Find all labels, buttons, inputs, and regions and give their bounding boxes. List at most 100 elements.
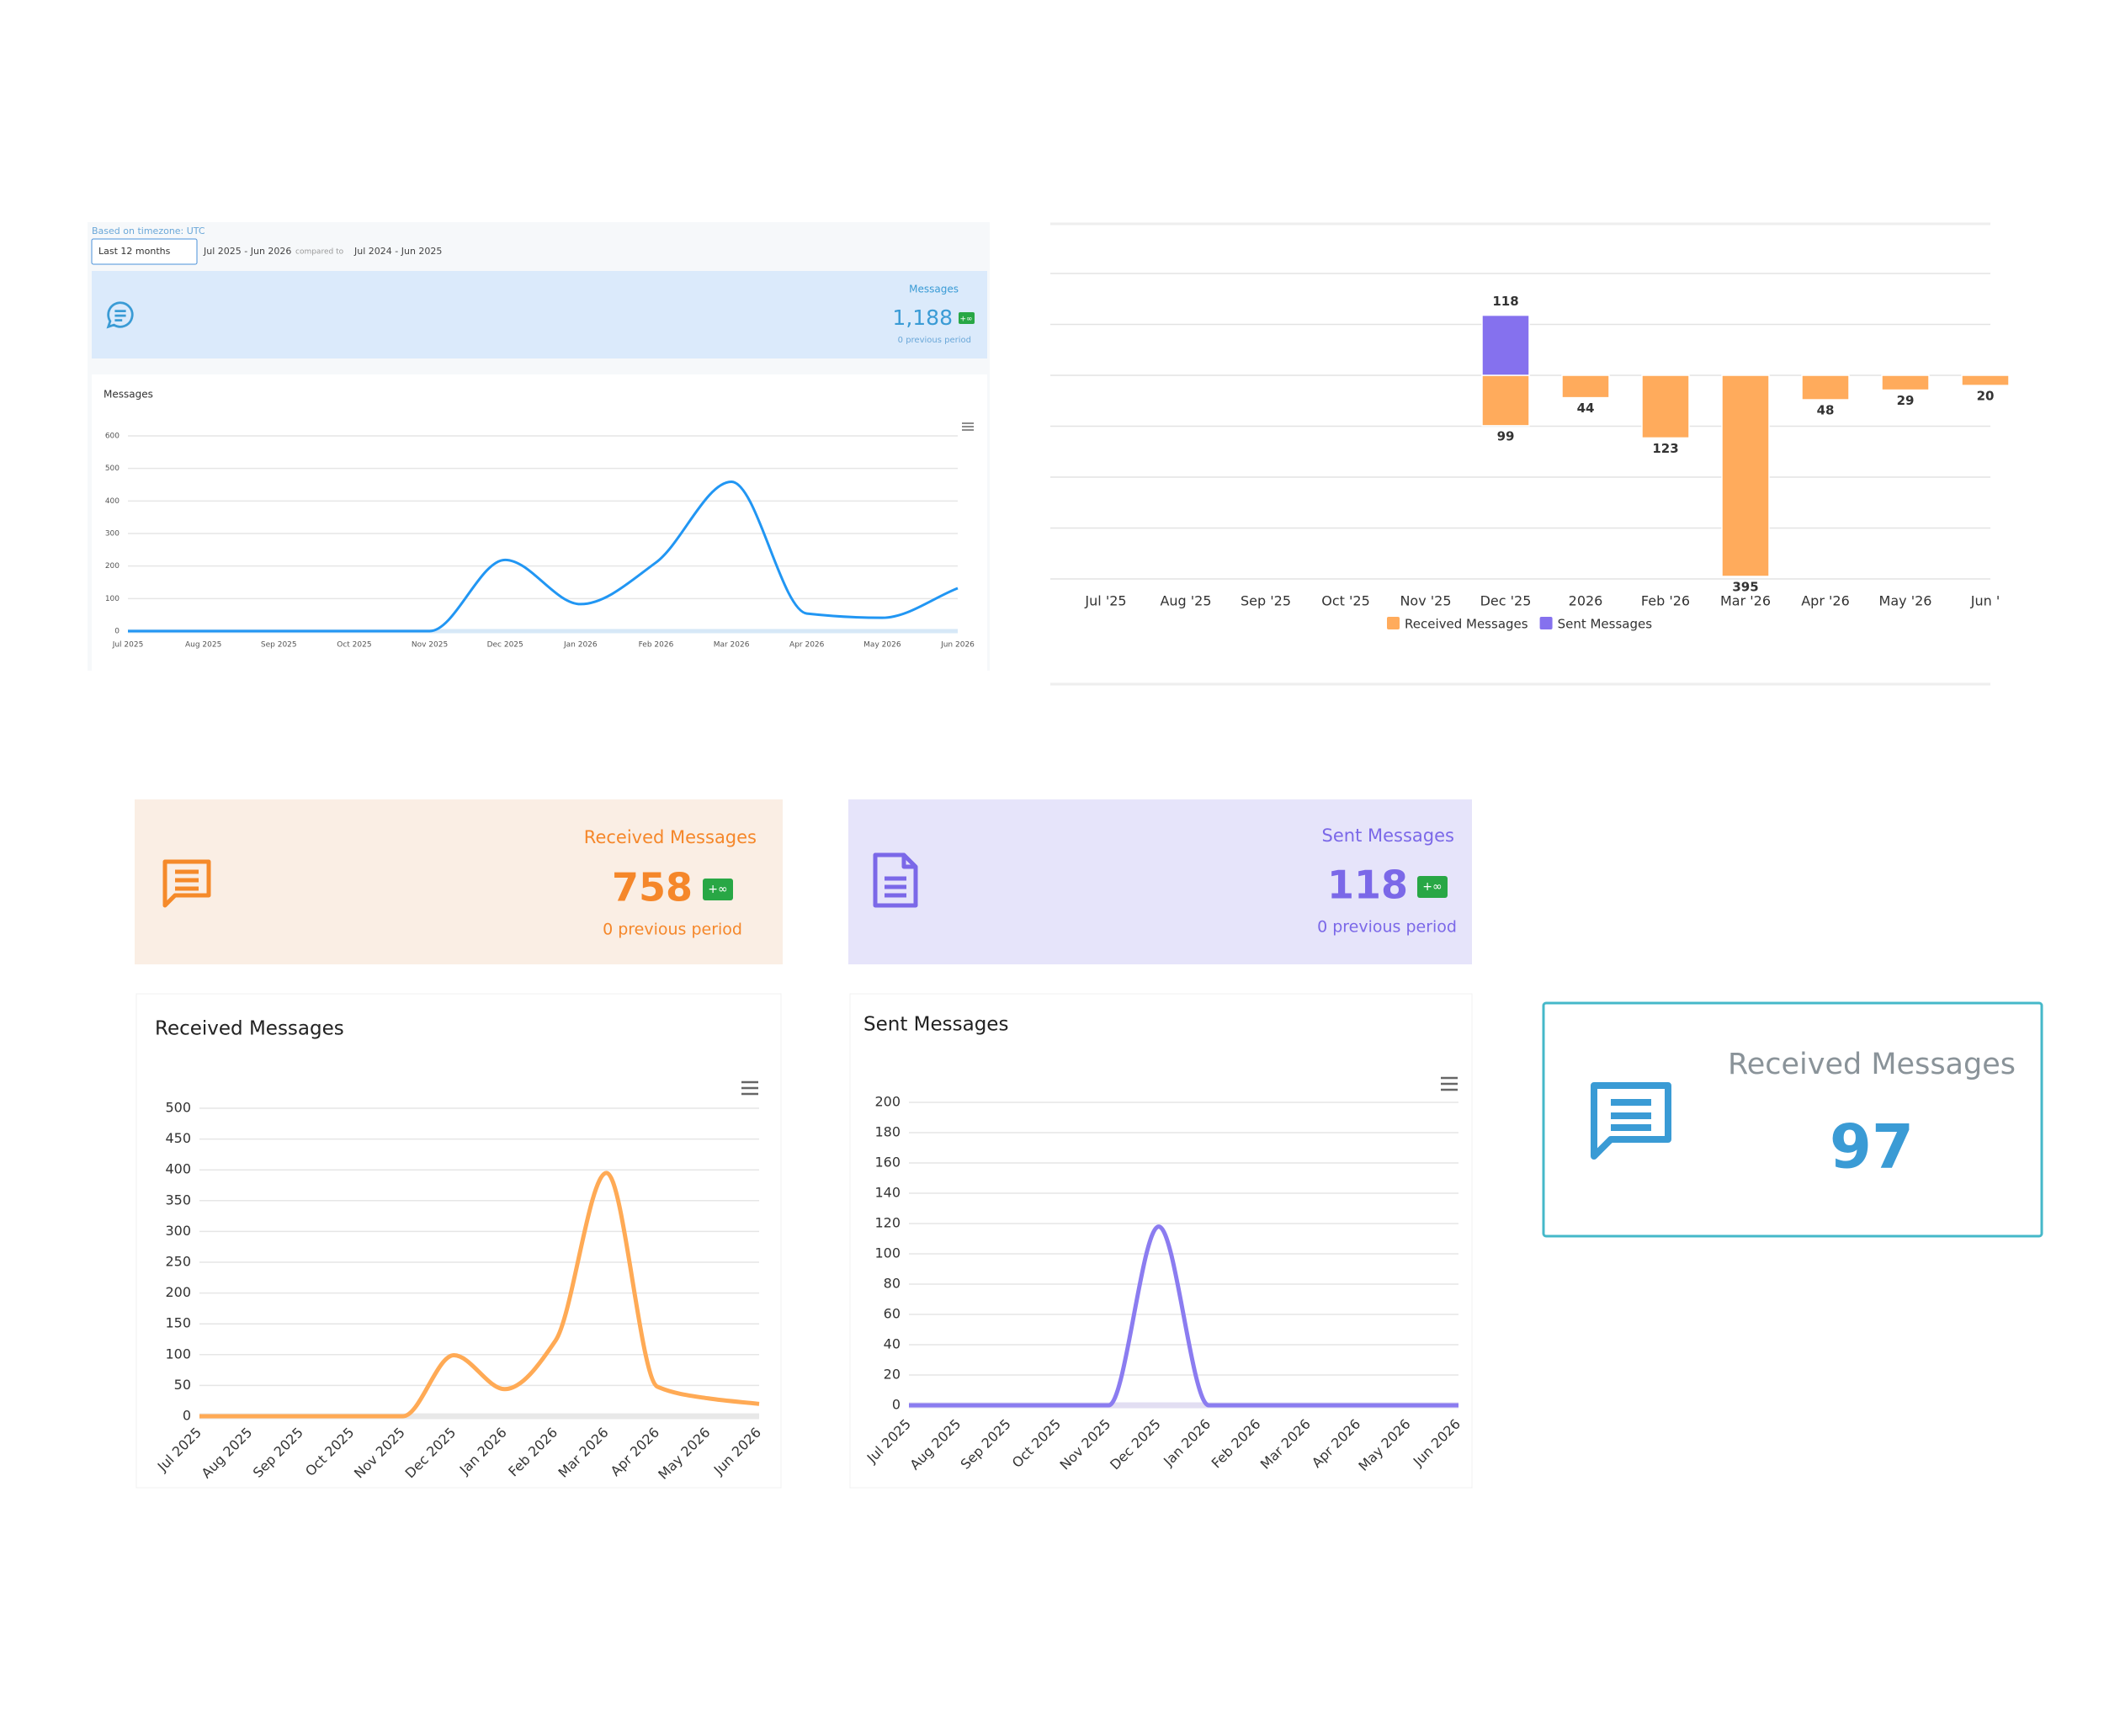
x-tick-label: Mar '26 [1720,593,1771,609]
chart-menu[interactable] [962,422,974,431]
card-value: 1,188 [892,305,953,330]
chart-title: Messages [104,389,153,401]
y-tick-label: 0 [183,1408,191,1424]
y-tick-label: 180 [874,1124,901,1140]
badge-text: +∞ [708,883,727,896]
legend-label: Received Messages [1405,617,1528,632]
card-previous: 0 previous period [1317,918,1457,937]
data-line [128,480,959,633]
bar [1481,374,1530,427]
y-tick-label: 140 [874,1185,901,1201]
x-tick-label: Dec 2025 [487,641,523,650]
data-label: 395 [1732,579,1758,594]
bar [1561,374,1610,399]
x-tick-label: Jul 2025 [112,641,144,650]
y-tick-label: 50 [174,1377,191,1393]
range-select-text[interactable]: Last 12 months [98,246,171,257]
chart-menu[interactable] [741,1080,758,1096]
card [135,799,783,964]
y-tick-label: 200 [874,1094,901,1110]
x-tick-label: Oct 2025 [337,641,371,650]
x-tick-label: Apr 2026 [789,641,825,650]
bar [1721,374,1770,577]
data-line [908,1224,1458,1408]
bar [1881,374,1930,391]
y-tick-label: 0 [892,1397,901,1413]
x-tick-label: Feb 2026 [639,641,674,650]
compared-label: compared to [295,248,344,257]
y-tick-label: 40 [884,1336,901,1352]
y-tick-label: 500 [165,1100,191,1116]
card [92,271,987,358]
range-select[interactable] [91,238,198,265]
x-tick-label: Aug '25 [1160,593,1211,609]
badge [703,879,733,900]
y-tick-label: 350 [165,1192,191,1208]
y-tick-label: 300 [105,530,120,539]
y-tick-label: 60 [884,1306,901,1322]
data-label: 29 [1897,393,1915,408]
chart-menu[interactable] [1441,1076,1458,1091]
y-tick-label: 200 [165,1284,191,1300]
compare-period: Jul 2024 - Jun 2025 [353,246,442,257]
y-tick-label: 120 [874,1215,901,1231]
bar [1641,374,1690,439]
x-tick-label: Sep 2025 [261,641,297,650]
y-tick-label: 100 [874,1245,901,1261]
data-label: 48 [1817,403,1835,418]
data-label: 118 [1492,294,1518,309]
bar [1961,374,2010,386]
card [1542,1001,2043,1238]
card-title: Received Messages [584,827,757,847]
icon [1591,1082,1671,1160]
data-line [199,1171,760,1419]
chart-title: Received Messages [155,1018,344,1040]
x-tick-label: Jun ' [1970,593,2000,609]
y-tick-label: 100 [165,1346,191,1362]
x-tick-label: 2026 [1569,593,1603,609]
y-tick-label: 150 [165,1315,191,1331]
data-label: 44 [1577,401,1595,416]
x-tick-label: Oct '25 [1321,593,1370,609]
card-title: Messages [909,284,959,295]
x-tick-label: Dec '25 [1480,593,1532,609]
x-tick-label: May 2026 [863,641,901,650]
y-tick-label: 200 [105,562,120,571]
y-tick-label: 100 [105,595,120,603]
legend-label: Sent Messages [1558,617,1653,632]
x-tick-label: Jul '25 [1084,593,1126,609]
chart-card [849,993,1473,1489]
x-tick-label: Jun 2026 [940,641,975,650]
y-tick-label: 20 [884,1367,901,1383]
bar [1481,314,1530,376]
chart-card [135,993,782,1489]
y-tick-label: 160 [874,1155,901,1171]
icon [873,852,918,908]
legend-swatch [1387,617,1400,629]
y-tick-label: 300 [165,1223,191,1239]
x-tick-label: Mar 2026 [714,641,750,650]
x-tick-label: Aug 2025 [185,641,221,650]
badge-text: +∞ [959,316,972,324]
icon [162,859,211,908]
x-tick-label: Nov '25 [1400,593,1451,609]
badge [959,312,975,324]
y-tick-label: 250 [165,1254,191,1270]
y-tick-label: 500 [105,465,120,473]
badge [1417,876,1448,898]
data-label: 20 [1977,389,1995,404]
data-label: 99 [1497,428,1515,443]
card-title: Sent Messages [1322,826,1454,846]
y-tick-label: 0 [114,628,120,636]
y-tick-label: 600 [105,433,120,441]
card-value: 758 [612,865,693,910]
card-value: 118 [1327,863,1408,908]
card-title: Received Messages [1728,1048,2016,1081]
y-tick-label: 400 [105,497,120,506]
x-tick-label: Feb '26 [1641,593,1690,609]
card-previous: 0 previous period [898,336,971,345]
bar [1801,374,1850,401]
y-tick-label: 450 [165,1130,191,1146]
card-previous: 0 previous period [603,921,742,939]
